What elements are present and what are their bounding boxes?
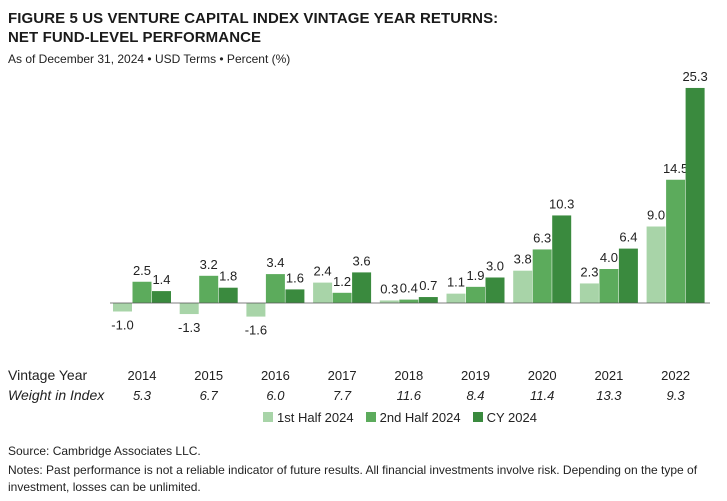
bar-value-label: 2.5 <box>133 263 151 278</box>
weight-value-label: 13.3 <box>596 388 622 403</box>
legend-item: 1st Half 2024 <box>263 410 354 425</box>
weight-value-label: 9.3 <box>667 388 686 403</box>
bar <box>332 292 352 303</box>
vintage-year-label: 2019 <box>461 368 490 383</box>
bar <box>285 289 305 303</box>
bar <box>685 87 705 303</box>
bar <box>532 249 552 303</box>
bar <box>132 281 152 303</box>
bar-chart: -1.0 2.51.4 2014 5.3 -1.3 3.21.8 2015 6.7 -1.6 3.… <box>110 69 710 403</box>
bar <box>179 303 199 315</box>
weight-value-label: 5.3 <box>133 388 152 403</box>
vintage-year-row-label: Vintage Year <box>8 367 88 383</box>
bar <box>418 297 438 303</box>
bar <box>379 300 399 303</box>
weight-value-label: 11.6 <box>397 388 422 403</box>
bar-value-label: 0.4 <box>400 281 418 296</box>
legend-swatch <box>263 412 273 422</box>
bar-value-label: 1.1 <box>447 275 465 290</box>
bar-value-label: 0.3 <box>380 281 398 296</box>
bar <box>552 215 572 303</box>
bar-value-label: -1.6 <box>245 323 267 338</box>
bar <box>265 274 285 303</box>
vintage-year-label: 2014 <box>128 368 157 383</box>
bar-value-label: 2.4 <box>314 264 332 279</box>
bar-value-label: 3.8 <box>514 252 532 267</box>
chart-legend: 1st Half 2024 2nd Half 2024 CY 2024 <box>263 408 549 426</box>
legend-label: 1st Half 2024 <box>277 409 354 425</box>
bar <box>579 283 599 303</box>
vintage-year-label: 2017 <box>328 368 357 383</box>
vintage-year-label: 2020 <box>528 368 557 383</box>
bar-value-label: 10.3 <box>549 196 574 211</box>
bar <box>599 269 619 303</box>
legend-label: CY 2024 <box>486 409 537 425</box>
weight-value-label: 8.4 <box>466 388 484 403</box>
bar <box>218 287 238 303</box>
bar <box>646 226 666 303</box>
bar-value-label: 6.3 <box>533 230 551 245</box>
vintage-year-label: 2021 <box>594 368 623 383</box>
weight-value-label: 6.0 <box>266 388 285 403</box>
legend-swatch <box>365 412 376 422</box>
bar <box>199 275 219 303</box>
bar-value-label: 3.2 <box>200 257 218 272</box>
bar-value-label: -1.0 <box>111 318 133 333</box>
chart-title-line-2: NET FUND-LEVEL PERFORMANCE <box>8 29 262 46</box>
chart-title-line-1: FIGURE 5 US VENTURE CAPITAL INDEX VINTAG… <box>8 10 499 27</box>
bar <box>446 293 466 303</box>
bar <box>618 248 638 303</box>
vintage-year-label: 2018 <box>394 368 423 383</box>
bar-value-label: 1.6 <box>286 270 304 285</box>
weight-value-label: 11.4 <box>530 388 554 403</box>
bar-value-label: 3.0 <box>486 259 504 274</box>
legend-item: 2nd Half 2024 <box>365 409 461 425</box>
bar <box>399 299 419 303</box>
vintage-year-label: 2022 <box>661 368 690 383</box>
bar-value-label: 1.2 <box>333 274 351 289</box>
bar <box>466 286 485 303</box>
bar-value-label: 0.7 <box>419 278 437 293</box>
bar-value-label: 3.6 <box>353 253 371 268</box>
bar-value-label: 1.8 <box>219 269 237 284</box>
bar-value-label: -1.3 <box>178 320 200 335</box>
vintage-year-label: 2016 <box>261 368 290 383</box>
bar <box>485 277 505 303</box>
legend-swatch <box>472 412 483 422</box>
bar-value-label: 14.5 <box>663 161 688 176</box>
bar-value-label: 9.0 <box>647 208 665 223</box>
bar <box>352 272 372 303</box>
bar-value-label: 1.9 <box>466 268 484 283</box>
disclaimer-notes: Notes: Past performance is not a reliabl… <box>8 463 698 494</box>
weight-in-index-row-label: Weight in Index <box>8 387 105 403</box>
bar-value-label: 3.4 <box>266 255 284 270</box>
bar <box>513 270 533 303</box>
legend-item: CY 2024 <box>472 409 537 425</box>
bar-value-label: 1.4 <box>152 272 170 287</box>
weight-value-label: 6.7 <box>200 388 219 403</box>
bar <box>152 291 171 303</box>
chart-subtitle: As of December 31, 2024 • USD Terms • Pe… <box>8 52 291 66</box>
bar <box>313 282 333 303</box>
vintage-year-label: 2015 <box>194 368 223 383</box>
bar-value-label: 2.3 <box>580 264 598 279</box>
legend-label: 2nd Half 2024 <box>379 409 461 425</box>
bar <box>666 179 686 303</box>
bar <box>113 303 132 312</box>
chart-title: FIGURE 5 US VENTURE CAPITAL INDEX VINTAG… <box>8 9 498 47</box>
source-note: Source: Cambridge Associates LLC. <box>8 444 201 458</box>
bar <box>246 303 266 317</box>
bar-value-label: 4.0 <box>600 250 618 265</box>
bar-value-label: 25.3 <box>682 69 707 84</box>
bar-value-label: 6.4 <box>619 230 637 245</box>
weight-value-label: 7.7 <box>333 388 352 403</box>
